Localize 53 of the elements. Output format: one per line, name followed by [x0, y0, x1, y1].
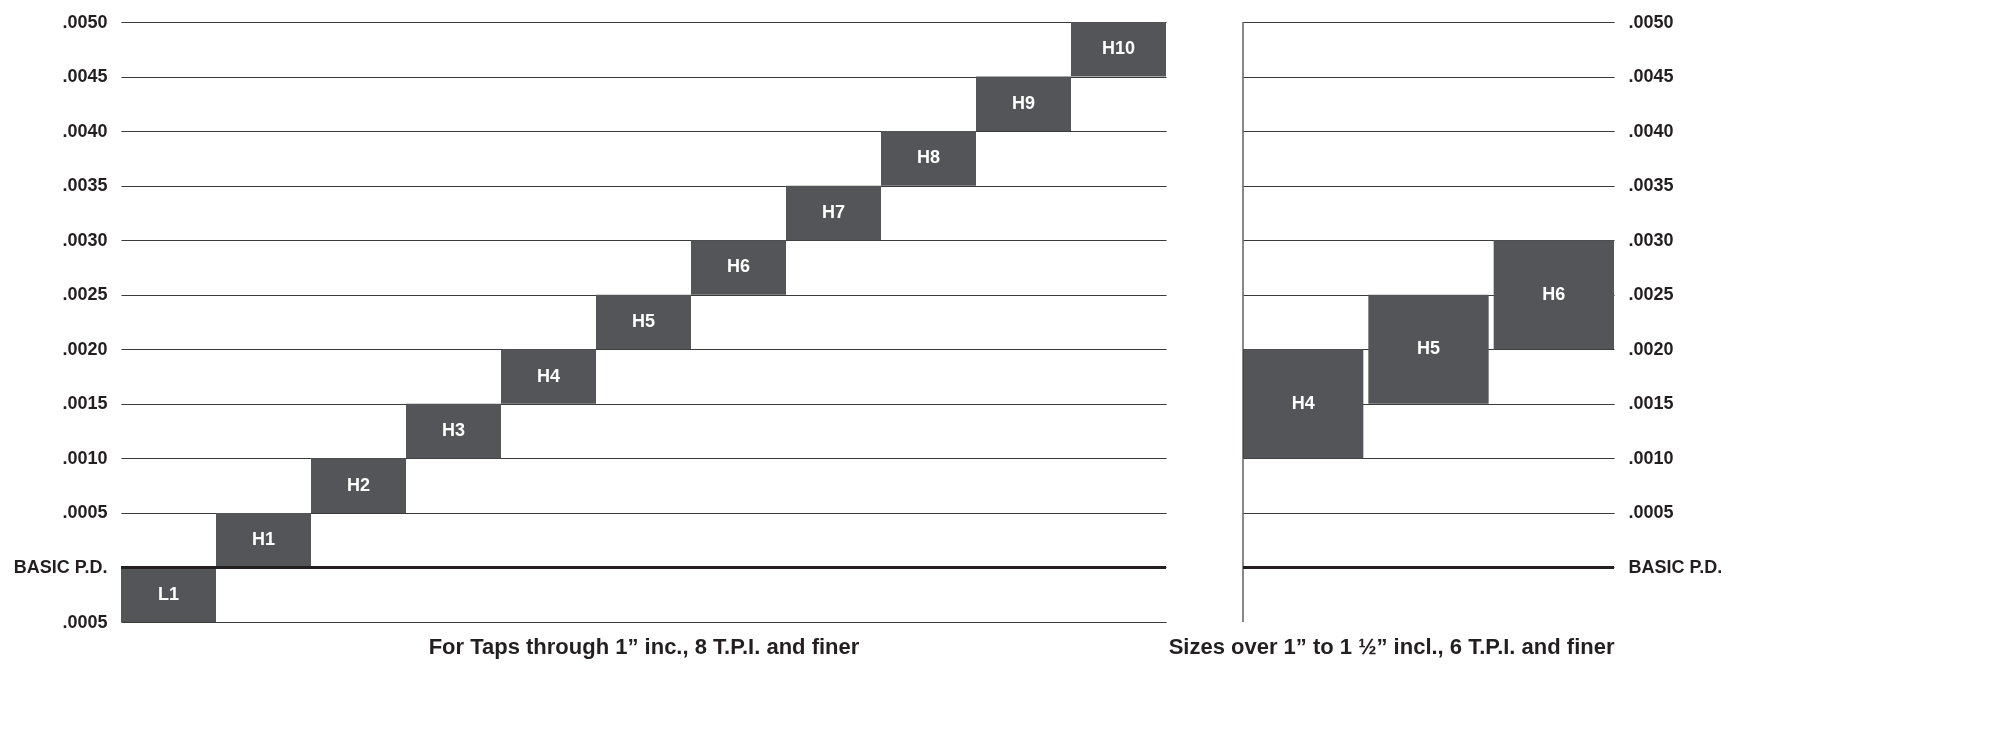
- y-tick-label: .0020: [62, 338, 108, 359]
- x-tick-label: H6: [1542, 283, 1566, 304]
- x-tick-label: H4: [1291, 392, 1315, 413]
- y-tick-label: .0025: [62, 284, 108, 305]
- y-tick-label: .0015: [62, 393, 108, 414]
- y-tick-label: .0010: [62, 447, 108, 468]
- bar: [1243, 349, 1364, 459]
- x-tick-label: L1: [157, 583, 180, 604]
- x-tick-label: H4: [536, 365, 561, 386]
- bar: [1071, 22, 1166, 77]
- y-tick-label: .0050: [62, 11, 108, 32]
- x-tick-label: H2: [346, 474, 371, 495]
- y-tick-label: .0030: [62, 229, 108, 250]
- bar: [311, 458, 406, 513]
- bar: [1368, 294, 1489, 404]
- bar: [501, 349, 596, 404]
- bar: [216, 512, 311, 568]
- x-tick-label: H5: [1416, 338, 1441, 359]
- x-axis-title: For Taps through 1” inc., 8 T.P.I. and finer: [428, 633, 860, 659]
- y-tick-label: .0020: [1628, 338, 1674, 359]
- y-tick-label: .0025: [1628, 284, 1674, 305]
- x-tick-label: H5: [631, 311, 656, 331]
- y-tick-label: .0050: [1628, 11, 1674, 32]
- x-tick-label: H1: [251, 529, 276, 550]
- x-tick-label: H10: [1101, 38, 1136, 59]
- y-tick-label: .0005: [1628, 502, 1674, 523]
- bar: [121, 567, 216, 622]
- y-tick-label: BASIC P.D.: [1628, 556, 1723, 577]
- y-tick-label: .0045: [1628, 66, 1674, 87]
- bar: [406, 403, 501, 459]
- bar: [976, 76, 1071, 132]
- bar: [786, 185, 881, 241]
- bar: [691, 240, 786, 295]
- x-tick-label: H3: [441, 420, 466, 441]
- bar: [596, 294, 691, 350]
- y-tick-label: .0045: [62, 66, 108, 87]
- bar: [881, 131, 976, 186]
- y-tick-label: .0010: [1628, 447, 1674, 468]
- bar: [1493, 240, 1614, 350]
- y-tick-label: .0005: [62, 611, 108, 632]
- y-tick-label: .0040: [1628, 120, 1674, 141]
- x-tick-label: H6: [726, 256, 751, 277]
- x-tick-label: H8: [916, 147, 941, 168]
- x-tick-label: H9: [1011, 92, 1036, 113]
- x-axis-title: Sizes over 1” to 1 ½” incl., 6 T.P.I. and finer: [1168, 633, 1615, 659]
- y-tick-label: .0030: [1628, 229, 1674, 250]
- y-tick-label: .0035: [1628, 175, 1674, 196]
- y-tick-label: BASIC P.D.: [13, 556, 108, 577]
- y-tick-label: .0040: [62, 120, 108, 141]
- x-tick-label: H7: [821, 201, 846, 222]
- y-tick-label: .0015: [1628, 393, 1674, 414]
- y-tick-label: .0005: [62, 502, 108, 523]
- y-tick-label: .0035: [62, 175, 108, 196]
